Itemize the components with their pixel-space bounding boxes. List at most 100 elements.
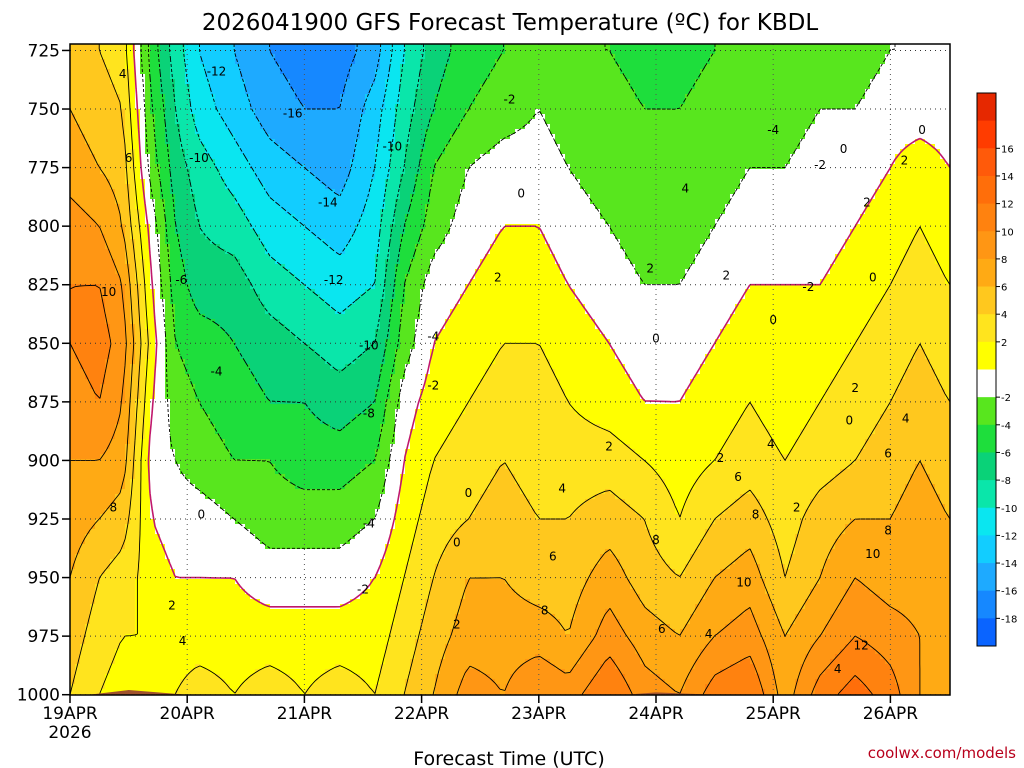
temperature-cell xyxy=(410,79,416,85)
temperature-cell xyxy=(635,129,641,135)
temperature-cell xyxy=(550,49,556,55)
temperature-cell xyxy=(200,129,206,135)
temperature-cell xyxy=(745,179,751,185)
temperature-cell xyxy=(885,114,891,120)
temperature-cell xyxy=(825,59,831,65)
temperature-cell xyxy=(280,169,286,175)
temperature-cell xyxy=(685,74,691,80)
temperature-cell xyxy=(385,64,391,70)
temperature-cell xyxy=(505,119,511,125)
temperature-cell xyxy=(545,149,551,155)
temperature-cell xyxy=(555,144,561,150)
temperature-cell xyxy=(470,149,476,155)
temperature-cell xyxy=(865,109,871,115)
temperature-cell xyxy=(210,169,216,175)
temperature-cell xyxy=(440,64,446,70)
temperature-cell xyxy=(645,149,651,155)
temperature-cell xyxy=(675,104,681,110)
temperature-cell xyxy=(880,109,886,115)
temperature-cell xyxy=(630,134,636,140)
temperature-cell xyxy=(105,49,111,55)
temperature-cell xyxy=(845,109,851,115)
temperature-cell xyxy=(905,114,911,120)
temperature-cell xyxy=(450,124,456,130)
temperature-cell xyxy=(360,174,366,180)
temperature-cell xyxy=(755,154,761,160)
temperature-cell xyxy=(665,94,671,100)
temperature-cell xyxy=(660,144,666,150)
temperature-cell xyxy=(810,89,816,95)
temperature-cell xyxy=(920,84,926,90)
temperature-cell xyxy=(525,99,531,105)
temperature-cell xyxy=(850,139,856,145)
temperature-cell xyxy=(210,89,216,95)
temperature-cell xyxy=(890,84,896,90)
temperature-cell xyxy=(820,84,826,90)
temperature-cell xyxy=(645,174,651,180)
temperature-cell xyxy=(865,134,871,140)
temperature-cell xyxy=(790,124,796,130)
temperature-cell xyxy=(545,69,551,75)
temperature-cell xyxy=(725,69,731,75)
temperature-cell xyxy=(320,54,326,60)
temperature-cell xyxy=(600,119,606,125)
temperature-cell xyxy=(285,84,291,90)
temperature-cell xyxy=(525,129,531,135)
temperature-cell xyxy=(845,144,851,150)
temperature-cell xyxy=(205,54,211,60)
temperature-cell xyxy=(575,174,581,180)
temperature-cell xyxy=(250,84,256,90)
temperature-cell xyxy=(930,129,936,135)
temperature-cell xyxy=(935,174,941,180)
temperature-cell xyxy=(165,104,171,110)
temperature-cell xyxy=(225,64,231,70)
temperature-cell xyxy=(520,44,526,50)
temperature-cell xyxy=(795,54,801,60)
temperature-cell xyxy=(610,109,616,115)
temperature-cell xyxy=(695,69,701,75)
temperature-cell xyxy=(165,74,171,80)
temperature-cell xyxy=(895,179,901,185)
temperature-cell xyxy=(470,139,476,145)
temperature-cell xyxy=(455,59,461,65)
temperature-cell xyxy=(380,69,386,75)
temperature-cell xyxy=(925,119,931,125)
temperature-cell xyxy=(385,89,391,95)
temperature-cell xyxy=(770,54,776,60)
temperature-cell xyxy=(850,174,856,180)
temperature-cell xyxy=(750,139,756,145)
temperature-cell xyxy=(380,94,386,100)
temperature-cell xyxy=(295,124,301,130)
temperature-cell xyxy=(240,49,246,55)
temperature-cell xyxy=(485,164,491,170)
temperature-cell xyxy=(640,159,646,165)
temperature-cell xyxy=(705,154,711,160)
temperature-cell xyxy=(640,124,646,130)
temperature-cell xyxy=(850,179,856,185)
temperature-cell xyxy=(250,164,256,170)
temperature-cell xyxy=(250,149,256,155)
temperature-cell xyxy=(455,79,461,85)
temperature-cell xyxy=(175,94,181,100)
temperature-cell xyxy=(285,94,291,100)
temperature-cell xyxy=(750,149,756,155)
temperature-cell xyxy=(565,109,571,115)
temperature-cell xyxy=(215,184,221,190)
temperature-cell xyxy=(645,54,651,60)
temperature-cell xyxy=(595,164,601,170)
temperature-cell xyxy=(890,129,896,135)
temperature-cell xyxy=(145,79,151,85)
temperature-cell xyxy=(510,169,516,175)
temperature-cell xyxy=(200,179,206,185)
temperature-cell xyxy=(170,174,176,180)
temperature-cell xyxy=(205,44,211,50)
temperature-cell xyxy=(120,44,126,50)
temperature-cell xyxy=(220,109,226,115)
temperature-cell xyxy=(270,64,276,70)
temperature-cell xyxy=(620,69,626,75)
temperature-cell xyxy=(200,119,206,125)
temperature-cell xyxy=(410,74,416,80)
temperature-cell xyxy=(225,104,231,110)
temperature-cell xyxy=(775,124,781,130)
temperature-cell xyxy=(355,49,361,55)
